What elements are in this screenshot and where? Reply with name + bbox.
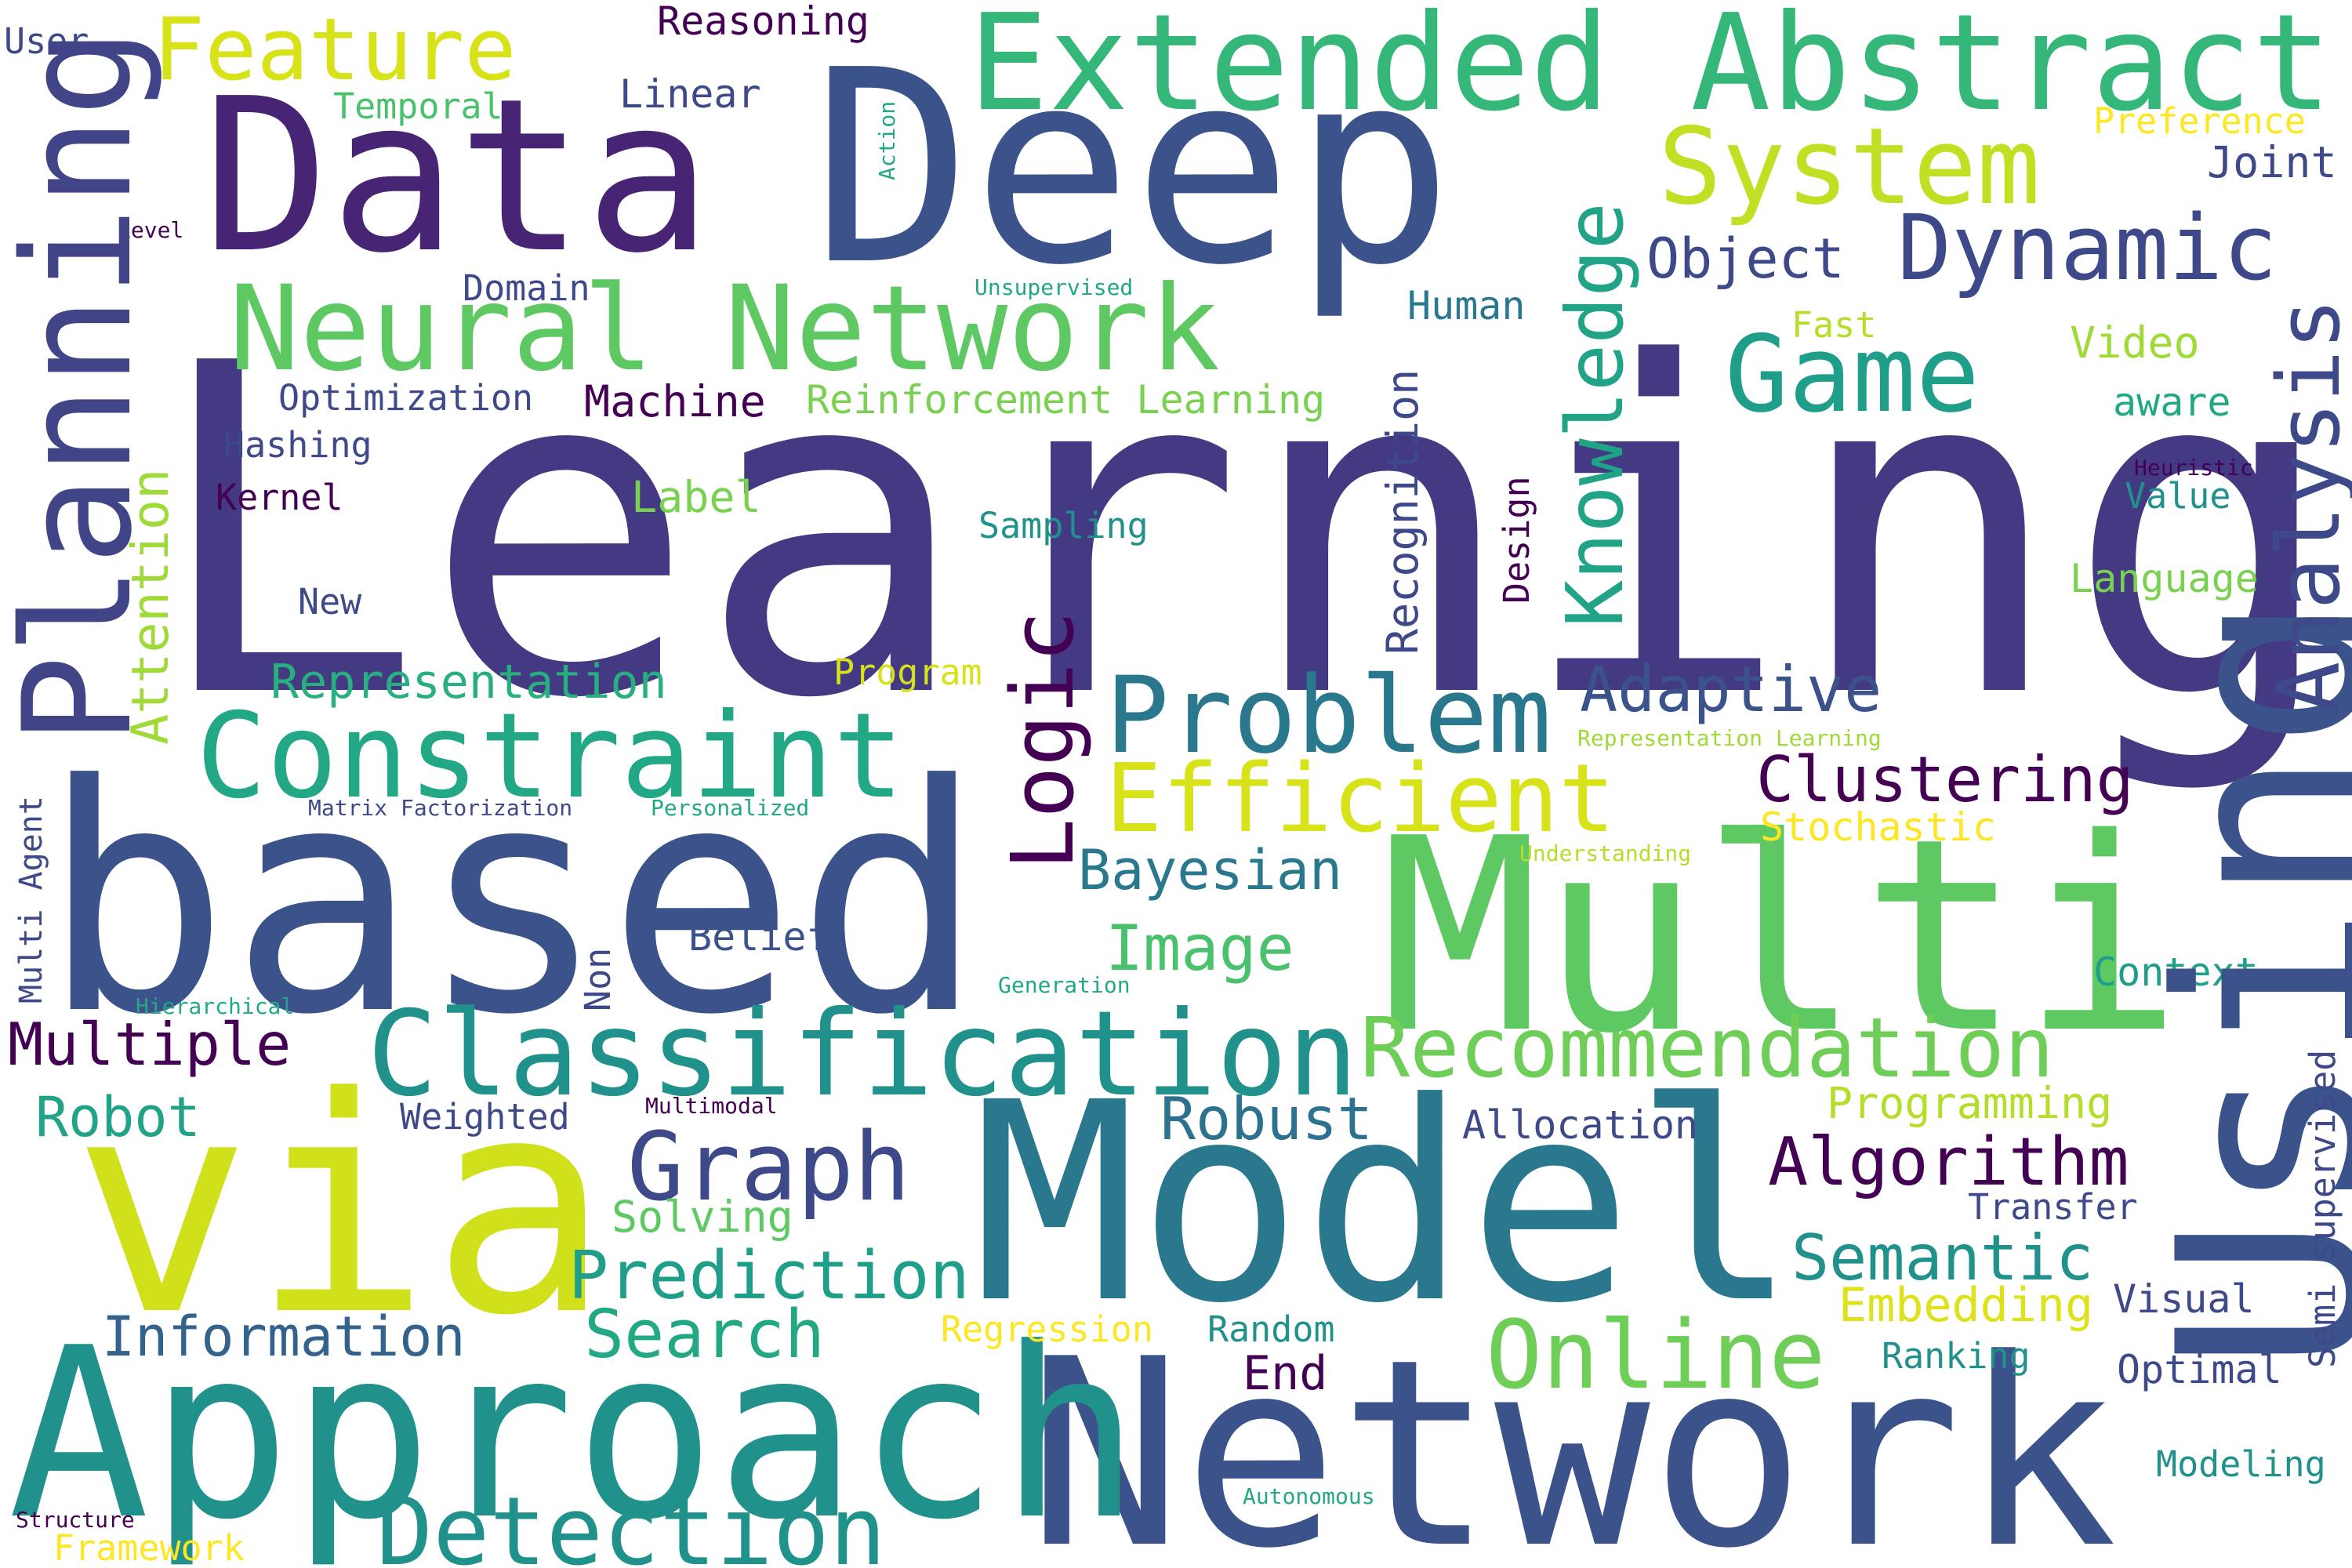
word-object: Object bbox=[1646, 227, 1845, 291]
word-preference: Preference bbox=[2093, 100, 2306, 142]
word-domain: Domain bbox=[463, 267, 590, 309]
word-hierarchical: Hierarchical bbox=[136, 993, 295, 1019]
word-action: Action bbox=[874, 100, 900, 180]
word-clustering: Clustering bbox=[1756, 743, 2134, 816]
word-approach: Approach bbox=[8, 1298, 1141, 1568]
word-graph: Graph bbox=[627, 1113, 911, 1222]
word-generation: Generation bbox=[998, 972, 1131, 998]
word-random: Random bbox=[1207, 1308, 1335, 1350]
word-solving: Solving bbox=[612, 1192, 793, 1242]
word-online: Online bbox=[1486, 1301, 1826, 1410]
word-sampling: Sampling bbox=[978, 505, 1149, 546]
word-logic: Logic bbox=[993, 610, 1093, 870]
word-design: Design bbox=[1496, 476, 1537, 604]
word-semantic: Semantic bbox=[1791, 1221, 2094, 1294]
word-multiple: Multiple bbox=[8, 1010, 292, 1079]
word-based: based bbox=[41, 719, 985, 1083]
word-deep: Deep bbox=[811, 13, 1454, 324]
word-information: Information bbox=[102, 1305, 466, 1369]
word-extended-abstract: Extended Abstract bbox=[968, 0, 2332, 141]
word-analysis: Analysis bbox=[2259, 298, 2352, 713]
word-game: Game bbox=[1725, 313, 1980, 436]
word-bayesian: Bayesian bbox=[1078, 838, 1343, 902]
word-linear: Linear bbox=[619, 71, 761, 117]
word-autonomous: Autonomous bbox=[1243, 1483, 1375, 1509]
word-machine: Machine bbox=[584, 376, 766, 426]
word-framework: Framework bbox=[53, 1527, 245, 1568]
word-level: Level bbox=[118, 217, 184, 243]
word-problem: Problem bbox=[1105, 654, 1552, 777]
word-robot: Robot bbox=[35, 1085, 201, 1149]
word-detection: Detection bbox=[376, 1478, 887, 1568]
word-model: Model bbox=[972, 1044, 1798, 1363]
word-programming: Programming bbox=[1827, 1078, 2113, 1128]
word-transfer: Transfer bbox=[1968, 1186, 2138, 1228]
word-semi-supervised: Semi supervised bbox=[2302, 1049, 2343, 1368]
word-search: Search bbox=[584, 1296, 826, 1374]
word-optimal: Optimal bbox=[2117, 1347, 2282, 1392]
word-optimization: Optimization bbox=[278, 377, 534, 419]
word-new: New bbox=[298, 581, 362, 622]
word-system: System bbox=[1658, 105, 2041, 228]
word-stochastic: Stochastic bbox=[1760, 804, 1997, 850]
word-network: Network bbox=[1027, 1304, 2118, 1568]
word-reinforcement-learning: Reinforcement Learning bbox=[806, 377, 1326, 423]
word-context: Context bbox=[2093, 949, 2259, 995]
word-multi-agent: Multi Agent bbox=[13, 796, 49, 1004]
word-prediction: Prediction bbox=[568, 1237, 970, 1315]
word-visual: Visual bbox=[2113, 1276, 2255, 1322]
word-constraint: Constraint bbox=[196, 688, 905, 825]
word-weighted: Weighted bbox=[400, 1096, 570, 1138]
word-adaptive: Adaptive bbox=[1580, 653, 1882, 726]
word-classification: Classification bbox=[367, 986, 1359, 1123]
word-fast: Fast bbox=[1791, 304, 1877, 346]
word-user: User bbox=[4, 20, 89, 62]
word-matrix-factorization: Matrix Factorization bbox=[308, 795, 573, 821]
word-efficient: Efficient bbox=[1105, 745, 1616, 854]
word-regression: Regression bbox=[941, 1308, 1153, 1350]
word-robust: Robust bbox=[1160, 1084, 1373, 1153]
word-knowledge: Knowledge bbox=[1549, 202, 1641, 627]
word-value: Value bbox=[2125, 475, 2231, 517]
word-embedding: Embedding bbox=[1838, 1278, 2094, 1333]
word-language: Language bbox=[2070, 556, 2259, 601]
word-label: Label bbox=[631, 472, 761, 522]
word-program: Program bbox=[833, 652, 982, 693]
word-recommendation: Recommendation bbox=[1360, 1000, 2055, 1096]
word-multimodal: Multimodal bbox=[645, 1093, 778, 1119]
word-reasoning: Reasoning bbox=[657, 0, 869, 44]
word-image: Image bbox=[1105, 912, 1294, 985]
word-attention: Attention bbox=[122, 468, 180, 745]
word-via: via bbox=[72, 1033, 611, 1381]
word-understanding: Understanding bbox=[1519, 840, 1692, 866]
word-aware: aware bbox=[2113, 379, 2231, 425]
word-end: End bbox=[1243, 1346, 1328, 1401]
word-joint: Joint bbox=[2207, 137, 2337, 187]
word-neural-network: Neural Network bbox=[229, 261, 1221, 397]
word-kernel: Kernel bbox=[216, 477, 343, 518]
word-modeling: Modeling bbox=[2156, 1443, 2326, 1485]
word-temporal: Temporal bbox=[333, 85, 503, 127]
word-data: Data bbox=[202, 53, 713, 299]
word-structure: Structure bbox=[16, 1507, 135, 1533]
word-human: Human bbox=[1407, 283, 1526, 328]
word-unsupervised: Unsupervised bbox=[975, 274, 1134, 300]
word-belief: Belief bbox=[688, 914, 830, 960]
word-personalized: Personalized bbox=[651, 795, 810, 821]
word-representation: Representation bbox=[270, 655, 667, 710]
word-feature: Feature bbox=[153, 0, 517, 100]
word-non: Non bbox=[577, 947, 619, 1011]
word-algorithm: Algorithm bbox=[1768, 1123, 2129, 1201]
word-hashing: Hashing bbox=[223, 424, 372, 466]
word-allocation: Allocation bbox=[1462, 1102, 1699, 1148]
word-ranking: Ranking bbox=[1882, 1335, 2031, 1377]
word-video: Video bbox=[2070, 318, 2200, 368]
word-learning: Learning bbox=[149, 268, 2339, 797]
word-heuristic: Heuristic bbox=[2134, 455, 2253, 481]
word-recognition: Recognition bbox=[1377, 368, 1428, 655]
word-multi: Multi bbox=[1380, 782, 2183, 1092]
word-dynamic: Dynamic bbox=[1897, 196, 2278, 301]
word-representation-learning: Representation Learning bbox=[1577, 725, 1882, 751]
